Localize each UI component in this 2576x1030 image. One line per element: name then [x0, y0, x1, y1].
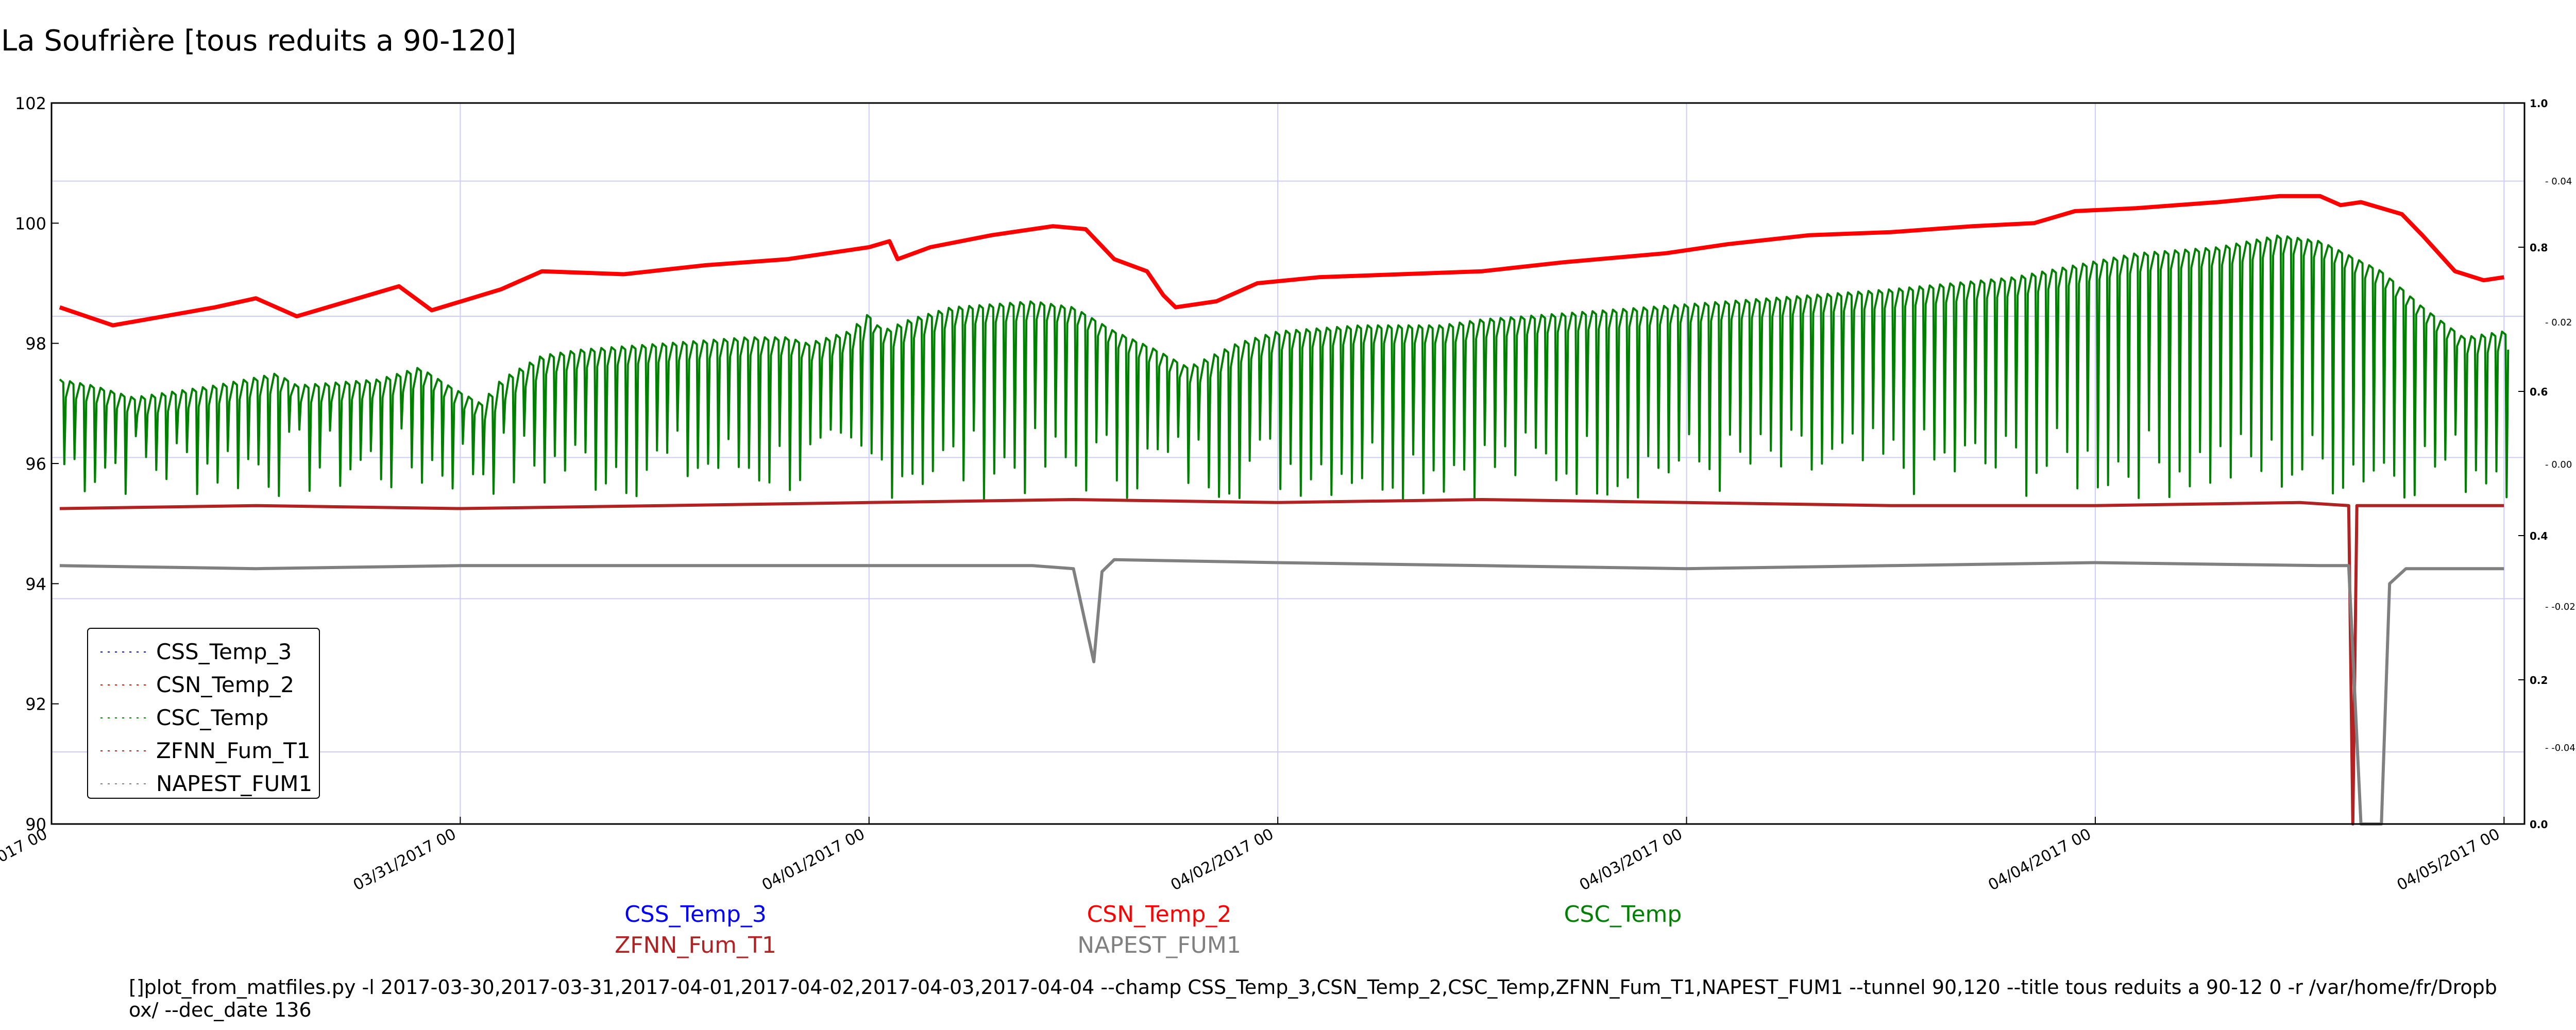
bottom-legend-label: NAPEST_FUM1 — [1077, 932, 1241, 958]
x-tick-label: 04/05/2017 00 — [2394, 825, 2503, 894]
legend-label: NAPEST_FUM1 — [156, 771, 312, 796]
right-inner-tick-label: - -0.02 — [2545, 602, 2575, 612]
right-tick-label: 0.2 — [2530, 674, 2548, 686]
legend-label: ZFNN_Fum_T1 — [156, 738, 311, 763]
chart-title: La Soufrière [tous reduits a 90-120] — [1, 24, 516, 58]
y-tick-label: 94 — [25, 574, 46, 594]
x-tick-label: 04/01/2017 00 — [759, 825, 868, 894]
right-inner-tick-label: - 0.00 — [2545, 459, 2572, 470]
series-line-NAPEST_FUM1 — [59, 558, 2504, 826]
bottom-legend-label: ZFNN_Fum_T1 — [615, 932, 776, 958]
x-tick-label: 04/04/2017 00 — [1985, 825, 2094, 894]
right-tick-label: 1.0 — [2530, 97, 2548, 110]
right-axis: 0.0 0.2 0.4 0.6 0.8 1.0 - 0.04 - 0.02 - 0.00 - -0… — [2518, 97, 2575, 831]
right-inner-tick-label: - 0.02 — [2545, 317, 2572, 328]
bottom-legend-label: CSS_Temp_3 — [624, 901, 767, 928]
bottom-legend: CSS_Temp_3 CSN_Temp_2 CSC_Temp ZFNN_Fum_T1 N… — [615, 901, 1682, 958]
y-axis: 90 92 94 96 98 100 102 — [15, 94, 59, 834]
right-inner-tick-label: - -0.04 — [2545, 743, 2575, 753]
command-line: []plot_from_matfiles.py -l 2017-03-30,20… — [129, 976, 2497, 1021]
bottom-legend-label: CSC_Temp — [1564, 901, 1682, 928]
y-tick-label: 102 — [15, 94, 46, 113]
right-tick-label: 0.6 — [2530, 386, 2548, 398]
y-tick-label: 98 — [25, 334, 46, 354]
legend: CSS_Temp_3 CSN_Temp_2 CSC_Temp ZFNN_Fum_T1 N… — [87, 628, 320, 799]
bottom-legend-label: CSN_Temp_2 — [1087, 901, 1232, 928]
series-layer — [59, 194, 2510, 826]
legend-label: CSS_Temp_3 — [156, 639, 292, 664]
x-tick-label: 04/03/2017 00 — [1577, 825, 1685, 894]
series-line-ZFNN_Fum_T1 — [59, 498, 2504, 826]
y-tick-label: 100 — [15, 214, 46, 233]
legend-box — [87, 628, 320, 799]
x-tick-label: 04/02/2017 00 — [1168, 825, 1277, 894]
series-line-CSN_Temp_2 — [59, 194, 2504, 328]
y-tick-label: 96 — [25, 454, 46, 474]
right-inner-tick-label: - 0.04 — [2545, 176, 2572, 187]
x-tick-label: 03/31/2017 00 — [350, 825, 459, 894]
series-line-CSC_Temp — [59, 234, 2510, 501]
y-tick-label: 90 — [25, 815, 46, 834]
x-axis: 03/30/2017 00 03/31/2017 00 04/01/2017 00 0… — [0, 817, 2505, 895]
y-tick-label: 92 — [25, 695, 46, 714]
legend-label: CSC_Temp — [156, 705, 268, 730]
right-tick-label: 0.8 — [2530, 242, 2548, 254]
right-tick-label: 0.4 — [2530, 530, 2548, 542]
legend-label: CSN_Temp_2 — [156, 672, 294, 697]
right-tick-label: 0.0 — [2530, 818, 2548, 831]
x-tick-label: 03/30/2017 00 — [0, 825, 50, 894]
